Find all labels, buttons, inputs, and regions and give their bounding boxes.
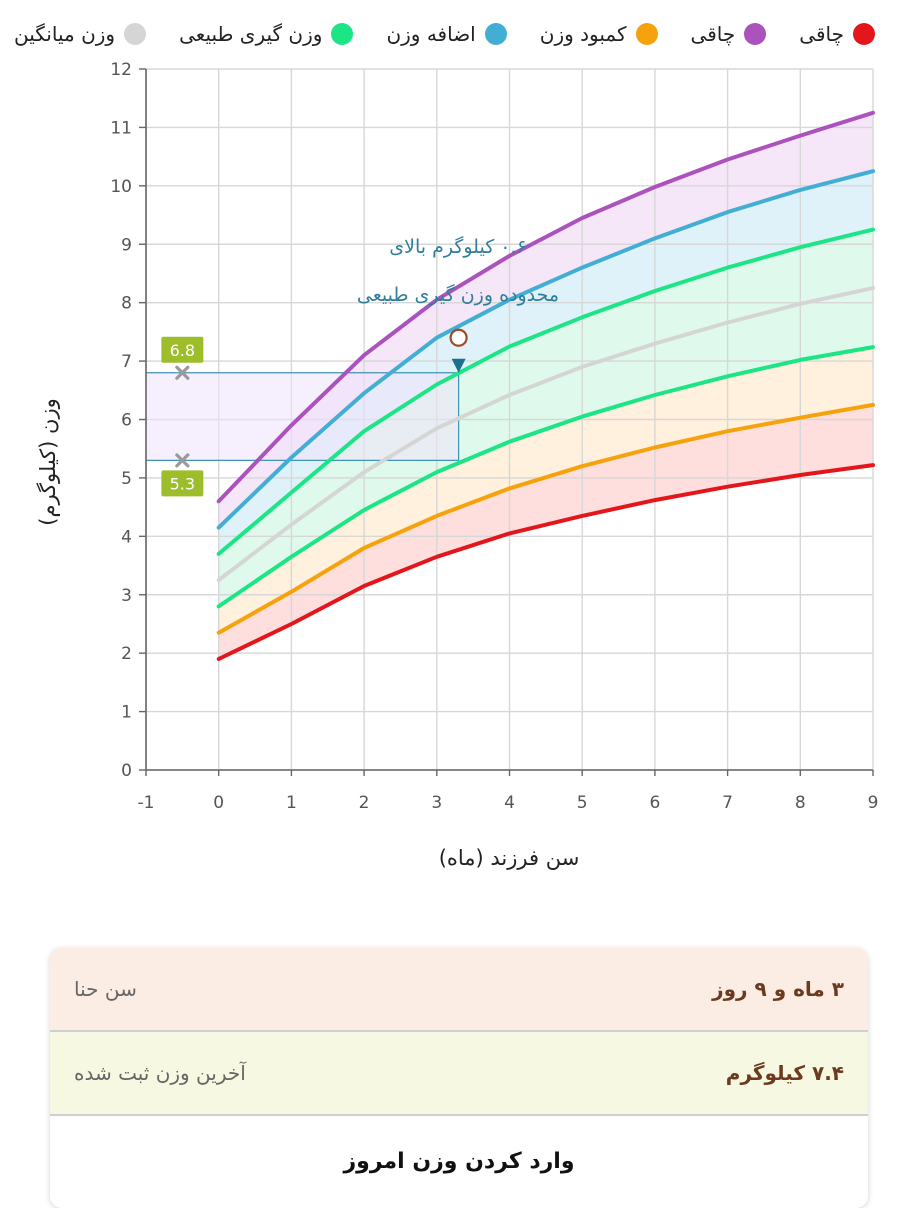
y-tick-label: 1: [121, 703, 132, 723]
legend-label: کمبود وزن: [539, 22, 627, 46]
range-low-label: 5.3: [170, 474, 195, 493]
band-3: [218, 171, 873, 554]
legend-label: اضافه وزن: [386, 22, 476, 46]
band-2: [218, 229, 873, 607]
x-tick-label: 1: [286, 793, 297, 813]
child-age-row: سن حنا ۳ ماه و ۹ روز: [50, 948, 868, 1032]
range-marker-badge: [161, 470, 204, 497]
y-tick-label: 8: [121, 294, 132, 314]
legend-label: چاقی: [799, 22, 844, 46]
x-tick-label: 6: [649, 793, 660, 813]
chart-legend: چاقی چاقی کمبود وزن اضافه وزن وزن گیری ط…: [14, 14, 875, 54]
x-tick-label: 4: [504, 793, 515, 813]
y-axis-title: وزن (کیلوگرم): [36, 398, 60, 526]
current-weight-point: [449, 328, 468, 347]
series-line-3: [216, 286, 875, 583]
y-tick-label: 6: [121, 411, 132, 431]
legend-item-average-weight[interactable]: وزن میانگین: [14, 22, 147, 46]
y-tick-label: 10: [110, 177, 132, 197]
x-tick-label: 2: [359, 793, 370, 813]
legend-label: چاقی: [690, 22, 736, 46]
legend-dot-icon: [124, 23, 147, 45]
x-tick-label: 3: [431, 793, 442, 813]
range-x-mark-icon: [175, 453, 190, 468]
current-weight-arrow-icon: [451, 358, 466, 373]
last-weight-value: ۷.۴ کیلوگرم: [725, 1061, 844, 1085]
legend-dot-icon: [744, 23, 767, 45]
range-x-mark-icon: [175, 365, 190, 380]
chart-markers: 6.8 5.3: [161, 328, 468, 497]
legend-dot-icon: [484, 23, 507, 45]
series-line-4: [216, 227, 875, 556]
band-1: [218, 347, 873, 633]
legend-item-overweight[interactable]: اضافه وزن: [386, 22, 507, 46]
series-line-0: [216, 463, 875, 661]
legend-label: وزن میانگین: [14, 22, 116, 46]
y-tick-label: 5: [121, 469, 132, 489]
last-weight-row: آخرین وزن ثبت شده ۷.۴ کیلوگرم: [50, 1032, 868, 1116]
child-age-value: ۳ ماه و ۹ روز: [712, 977, 844, 1001]
legend-item-obesity-purple[interactable]: چاقی: [691, 22, 767, 46]
range-marker-badge: [161, 336, 204, 363]
x-tick-label: 9: [868, 793, 879, 813]
x-tick-label: 0: [213, 793, 224, 813]
info-card: سن حنا ۳ ماه و ۹ روز آخرین وزن ثبت شده ۷…: [50, 948, 868, 1208]
y-tick-label: 0: [121, 761, 132, 781]
series-line-1: [216, 402, 875, 635]
child-age-label: سن حنا: [74, 977, 137, 1001]
last-weight-label: آخرین وزن ثبت شده: [74, 1061, 246, 1085]
legend-item-underweight[interactable]: کمبود وزن: [540, 22, 658, 46]
chart-curves: [216, 110, 875, 661]
legend-item-obesity-red[interactable]: چاقی: [799, 22, 875, 46]
x-tick-label: 5: [577, 793, 588, 813]
x-tick-label: 7: [722, 793, 733, 813]
x-axis-title: سن فرزند (ماه): [439, 846, 580, 870]
y-tick-label: 9: [121, 235, 132, 255]
y-tick-label: 7: [121, 352, 132, 372]
band-4: [218, 112, 873, 528]
y-tick-label: 12: [110, 60, 132, 80]
y-tick-label: 11: [110, 118, 132, 138]
band-0: [218, 404, 873, 659]
x-tick-label: 8: [795, 793, 806, 813]
legend-dot-icon: [635, 23, 658, 45]
legend-dot-icon: [331, 23, 354, 45]
chart-bands: [218, 112, 873, 659]
range-high-label: 6.8: [170, 341, 195, 360]
y-tick-label: 3: [121, 586, 132, 606]
x-tick-label: -1: [138, 793, 155, 813]
y-tick-label: 4: [121, 527, 132, 547]
legend-item-normal-gain[interactable]: وزن گیری طبیعی: [179, 22, 354, 46]
enter-today-weight-button[interactable]: وارد کردن وزن امروز: [343, 1148, 575, 1174]
y-tick-label: 2: [121, 644, 132, 664]
annotation-line-2: محدوده وزن گیری طبیعی: [357, 283, 559, 306]
series-line-6: [216, 110, 875, 504]
series-line-5: [216, 169, 875, 530]
legend-label: وزن گیری طبیعی: [179, 22, 323, 46]
legend-dot-icon: [852, 23, 875, 45]
series-line-2: [216, 345, 875, 609]
annotation-line-1: ۰.۶ کیلوگرم بالای: [389, 235, 527, 258]
